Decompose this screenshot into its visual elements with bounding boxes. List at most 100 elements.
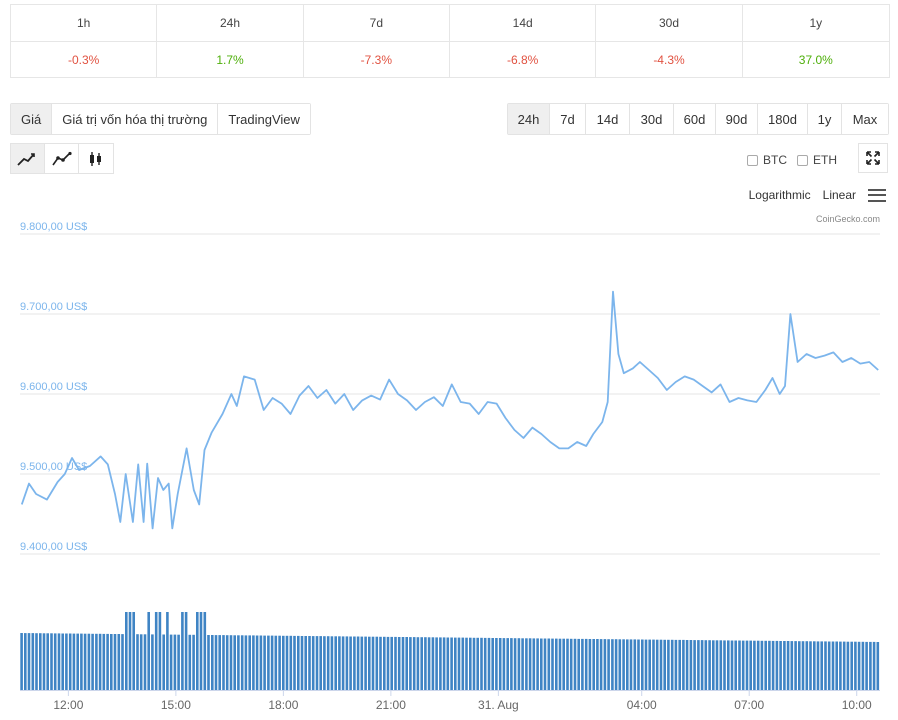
ohlc-line-icon[interactable] (45, 144, 79, 173)
volume-bar (53, 633, 57, 690)
volume-bar (386, 636, 390, 690)
btc-checkbox[interactable] (747, 154, 758, 166)
volume-bar (405, 637, 408, 690)
volume-bar (794, 641, 797, 690)
volume-bar (39, 633, 42, 690)
volume-bar (446, 637, 450, 690)
volume-bar (282, 635, 285, 690)
volume-bar (491, 638, 494, 690)
volume-bar (454, 637, 457, 690)
volume-bar (196, 612, 199, 690)
volume-bar (558, 638, 562, 690)
volume-bar (128, 612, 132, 690)
volume-bar (207, 635, 210, 690)
candlestick-icon[interactable] (79, 144, 113, 173)
volume-bar (371, 636, 375, 690)
volume-bar (225, 635, 229, 690)
range-tab-24h[interactable]: 24h (508, 104, 550, 134)
volume-bar (192, 634, 195, 690)
change-col-1y: 1y 37.0% (742, 5, 889, 77)
linear-option[interactable]: Linear (822, 188, 856, 202)
volume-bar (263, 635, 266, 690)
range-tab-180d[interactable]: 180d (758, 104, 808, 134)
line-chart-icon[interactable] (11, 144, 45, 173)
volume-bar (229, 635, 233, 690)
change-period-label: 30d (596, 5, 742, 42)
volume-bar (285, 635, 289, 690)
volume-bar (611, 639, 614, 690)
volume-bar (83, 633, 87, 690)
volume-bar (712, 640, 715, 690)
tab-market-cap[interactable]: Giá trị vốn hóa thị trường (52, 104, 219, 134)
volume-bar (824, 641, 827, 690)
volume-bar (427, 637, 431, 690)
volume-bar (704, 640, 708, 690)
range-tab-14d[interactable]: 14d (586, 104, 630, 134)
range-tab-60d[interactable]: 60d (674, 104, 716, 134)
volume-bar (820, 641, 823, 690)
volume-bar (181, 612, 184, 690)
volume-bar (304, 636, 307, 690)
volume-bar (540, 638, 543, 690)
volume-bar (394, 636, 397, 690)
change-value: -7.3% (360, 52, 392, 67)
volume-bar (805, 641, 809, 690)
volume-bar (633, 639, 637, 690)
volume-bar (562, 638, 565, 690)
range-tab-90d[interactable]: 90d (716, 104, 758, 134)
range-tab-7d[interactable]: 7d (550, 104, 586, 134)
fullscreen-button[interactable] (858, 143, 888, 173)
volume-bar (727, 640, 730, 690)
volume-bar (409, 637, 412, 690)
volume-bar (846, 641, 850, 690)
volume-bar (68, 633, 72, 690)
compare-eth[interactable]: ETH (797, 153, 837, 167)
eth-checkbox[interactable] (797, 154, 808, 166)
volume-bar (700, 640, 704, 690)
volume-bar (566, 638, 569, 690)
range-tabs: 24h 7d 14d 30d 60d 90d 180d 1y Max (507, 103, 889, 135)
y-tick-label: 9.600,00 US$ (20, 381, 87, 393)
volume-bar (487, 637, 491, 690)
tab-tradingview[interactable]: TradingView (218, 104, 310, 134)
volume-bar (341, 636, 345, 690)
range-tab-1y[interactable]: 1y (808, 104, 842, 134)
volume-bar (607, 639, 610, 690)
volume-bar (655, 639, 659, 690)
volume-bar (667, 639, 670, 690)
volume-bar (648, 639, 651, 690)
volume-bar (98, 633, 102, 690)
volume-bar (831, 641, 835, 690)
volume-bar (397, 637, 401, 690)
logarithmic-option[interactable]: Logarithmic (748, 188, 811, 202)
volume-bar (674, 639, 678, 690)
volume-bar (237, 635, 240, 690)
volume-bar (783, 641, 786, 690)
volume-bar (24, 633, 27, 690)
menu-icon[interactable] (868, 188, 886, 202)
volume-bar (274, 635, 278, 690)
compare-btc[interactable]: BTC (747, 153, 787, 167)
range-tab-30d[interactable]: 30d (630, 104, 674, 134)
volume-bar (315, 636, 319, 690)
tab-price[interactable]: Giá (11, 104, 53, 134)
x-tick-label: 10:00 (842, 698, 872, 712)
volume-bar (248, 635, 251, 690)
volume-bar (469, 637, 472, 690)
volume-bar (401, 637, 405, 690)
volume-bar (738, 640, 741, 690)
volume-bar (72, 633, 76, 690)
volume-bar (188, 634, 192, 690)
range-tab-max[interactable]: Max (842, 104, 888, 134)
volume-bar (233, 635, 236, 691)
volume-bar (581, 638, 584, 690)
volume-bar (618, 639, 622, 690)
change-col-1h: 1h -0.3% (11, 5, 158, 77)
volume-bar (439, 637, 442, 690)
chart-credit: CoinGecko.com (815, 214, 880, 224)
volume-bar (457, 637, 461, 690)
volume-bar (139, 634, 143, 690)
volume-bar (270, 635, 274, 690)
change-value: -0.3% (67, 52, 100, 67)
volume-bar (517, 638, 521, 690)
